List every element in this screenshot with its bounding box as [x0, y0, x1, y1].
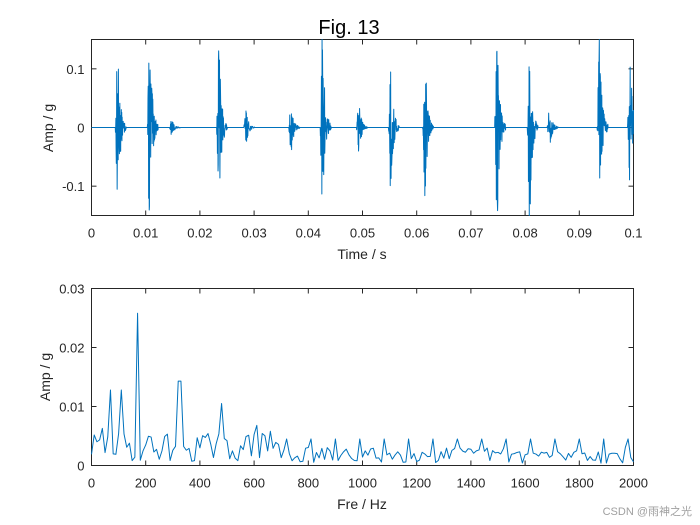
- frequency-x-ticks: 0 200 400 600 800 1000 1200 1400 1600 1800 2000: [88, 288, 648, 491]
- time-x-tick-label: 0.06: [404, 226, 429, 241]
- watermark: CSDN @雨神之光: [602, 506, 692, 518]
- frequency-x-tick-label: 1000: [348, 476, 377, 491]
- frequency-x-tick-label: 600: [243, 476, 265, 491]
- frequency-y-tick-label: 0.03: [59, 282, 84, 297]
- frequency-x-tick-label: 400: [189, 476, 211, 491]
- time-x-tick-label: 0.02: [187, 226, 212, 241]
- spectrum-plot-frame: [91, 288, 634, 466]
- time-y-tick-label: -0.1: [62, 179, 84, 194]
- time-x-tick-label: 0.07: [458, 226, 483, 241]
- time-x-tick-label: 0.1: [624, 226, 642, 241]
- frequency-y-tick-label: 0.01: [59, 400, 84, 415]
- time-x-tick-label: 0.01: [133, 226, 158, 241]
- time-x-ticks: 0 0.01 0.02 0.03 0.04 0.05 0.06 0.07 0.08 0.09 0.1: [88, 39, 643, 241]
- time-signal-line: [91, 39, 634, 216]
- time-x-axis-label: Time / s: [337, 246, 386, 262]
- frequency-x-tick-label: 800: [297, 476, 319, 491]
- time-domain-axes: 0 0.01 0.02 0.03 0.04 0.05 0.06 0.07 0.08 0.09 0.1…: [40, 39, 643, 262]
- time-x-tick-label: 0.09: [567, 226, 592, 241]
- time-y-tick-label: 0.1: [66, 62, 84, 77]
- time-y-axis-label: Amp / g: [40, 104, 56, 152]
- frequency-x-tick-label: 2000: [619, 476, 648, 491]
- frequency-x-tick-label: 1800: [565, 476, 594, 491]
- frequency-x-tick-label: 1200: [402, 476, 431, 491]
- frequency-y-tick-label: 0.02: [59, 341, 84, 356]
- frequency-y-ticks: 0 0.01 0.02 0.03: [59, 282, 634, 474]
- frequency-y-axis-label: Amp / g: [37, 353, 53, 401]
- frequency-x-tick-label: 1400: [456, 476, 485, 491]
- frequency-x-tick-label: 1600: [511, 476, 540, 491]
- time-x-tick-label: 0.05: [350, 226, 375, 241]
- frequency-x-tick-label: 200: [135, 476, 157, 491]
- frequency-y-tick-label: 0: [77, 459, 84, 474]
- spectrum-line: [91, 312, 634, 464]
- time-x-tick-label: 0.08: [512, 226, 537, 241]
- time-x-tick-label: 0.03: [241, 226, 266, 241]
- time-y-ticks: -0.1 0 0.1: [62, 62, 634, 194]
- time-x-tick-label: 0.04: [296, 226, 321, 241]
- frequency-x-axis-label: Fre / Hz: [337, 496, 387, 512]
- frequency-x-tick-label: 0: [88, 476, 95, 491]
- time-y-tick-label: 0: [77, 121, 84, 136]
- figure-title: Fig. 13: [318, 17, 379, 39]
- frequency-domain-axes: 0 200 400 600 800 1000 1200 1400 1600 1800 2000 00…: [37, 282, 648, 513]
- time-x-tick-label: 0: [88, 226, 95, 241]
